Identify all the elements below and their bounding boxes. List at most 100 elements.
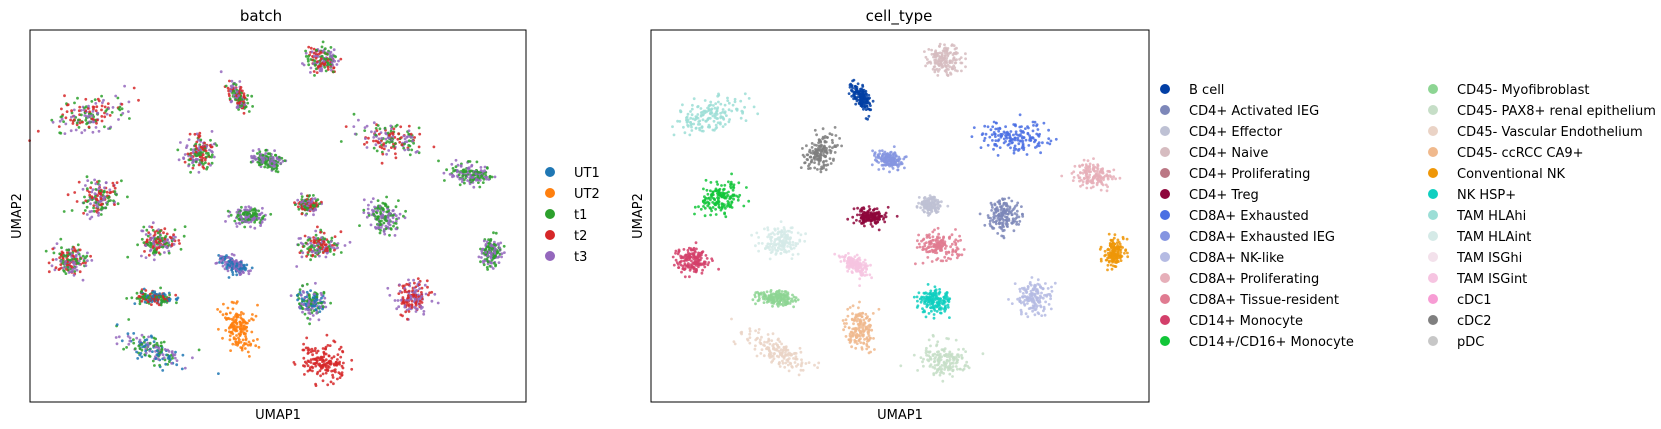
data-point	[432, 145, 436, 149]
data-point	[150, 225, 154, 229]
data-point	[964, 57, 967, 61]
data-point	[297, 243, 300, 247]
data-point	[331, 58, 335, 62]
data-point	[155, 345, 159, 349]
data-point	[382, 147, 386, 151]
data-point	[210, 130, 214, 133]
legend-marker	[545, 188, 555, 198]
data-point	[166, 238, 170, 242]
data-point	[163, 348, 167, 351]
data-point	[326, 65, 330, 69]
data-point	[326, 367, 329, 370]
batch-plot-area	[28, 40, 506, 387]
data-point	[159, 239, 162, 243]
data-point	[693, 205, 697, 209]
data-point	[1026, 132, 1030, 136]
data-point	[197, 138, 200, 142]
data-point	[805, 158, 809, 161]
data-point	[502, 244, 506, 248]
data-point	[933, 65, 937, 68]
data-point	[451, 175, 454, 179]
data-point	[102, 98, 105, 102]
data-point	[376, 209, 380, 213]
data-point	[394, 152, 397, 156]
data-point	[307, 63, 311, 67]
data-point	[306, 316, 310, 320]
data-point	[158, 292, 162, 295]
data-point	[243, 347, 247, 350]
data-point	[497, 261, 501, 264]
data-point	[353, 132, 357, 136]
data-point	[300, 195, 304, 199]
data-point	[326, 240, 330, 243]
cluster-21	[292, 333, 354, 387]
data-point	[238, 80, 242, 83]
data-point	[1008, 136, 1011, 140]
data-point	[864, 97, 867, 101]
data-point	[338, 376, 342, 379]
data-point	[153, 230, 157, 234]
data-point	[307, 303, 310, 307]
data-point	[47, 261, 51, 265]
data-point	[902, 157, 906, 161]
cluster-7	[915, 194, 950, 217]
data-point	[833, 126, 837, 129]
data-point	[181, 353, 185, 357]
data-point	[163, 240, 166, 244]
data-point	[374, 126, 378, 130]
data-point	[871, 99, 875, 103]
data-point	[923, 50, 926, 53]
data-point	[417, 145, 421, 149]
data-point	[153, 364, 156, 367]
data-point	[209, 138, 212, 142]
data-point	[319, 57, 323, 60]
data-point	[745, 186, 748, 189]
data-point	[229, 349, 233, 352]
data-point	[315, 48, 318, 52]
data-point	[1009, 146, 1012, 150]
data-point	[899, 162, 903, 166]
data-point	[954, 68, 957, 72]
data-point	[54, 266, 58, 270]
data-point	[690, 113, 694, 117]
data-point	[313, 197, 317, 201]
data-point	[60, 117, 64, 121]
data-point	[322, 350, 326, 354]
data-point	[87, 104, 90, 108]
data-point	[482, 263, 486, 267]
data-point	[823, 140, 827, 144]
data-point	[161, 369, 165, 372]
data-point	[243, 342, 246, 345]
data-point	[327, 361, 330, 364]
data-point	[819, 154, 823, 157]
data-point	[381, 152, 385, 156]
data-point	[90, 196, 94, 200]
data-point	[100, 94, 103, 98]
data-point	[384, 137, 388, 141]
data-point	[307, 45, 311, 49]
data-point	[744, 119, 748, 122]
data-point	[403, 148, 407, 152]
data-point	[225, 317, 229, 321]
data-point	[235, 334, 238, 337]
data-point	[933, 60, 937, 64]
data-point	[271, 155, 275, 159]
data-point	[189, 152, 193, 155]
data-point	[58, 267, 62, 271]
data-point	[106, 102, 110, 105]
data-point	[97, 211, 100, 215]
data-point	[70, 209, 74, 212]
data-point	[950, 67, 954, 71]
data-point	[100, 115, 104, 118]
data-point	[132, 86, 136, 90]
data-point	[246, 321, 249, 325]
data-point	[1004, 125, 1007, 129]
data-point	[157, 303, 161, 307]
data-point	[459, 164, 463, 168]
data-point	[416, 277, 420, 280]
data-point	[392, 224, 395, 228]
data-point	[715, 110, 719, 113]
data-point	[115, 342, 119, 346]
data-point	[179, 247, 183, 251]
data-point	[832, 159, 835, 162]
